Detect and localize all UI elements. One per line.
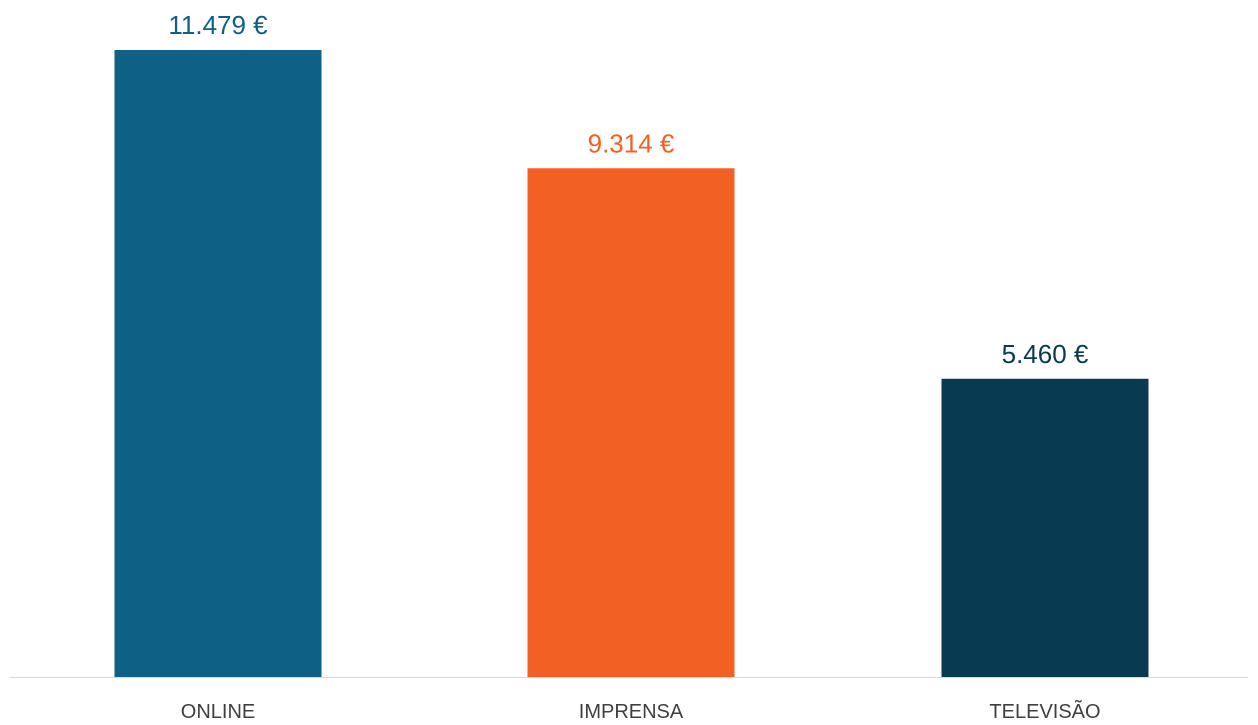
value-label: 5.460 € (1002, 339, 1089, 369)
bars-group (114, 50, 1149, 678)
bar-imprensa (527, 168, 735, 678)
category-labels-group: ONLINE IMPRENSA TELEVISÃO (181, 699, 1101, 723)
value-label: 9.314 € (588, 128, 675, 158)
category-label: TELEVISÃO (989, 699, 1100, 723)
bar-online (114, 50, 322, 677)
category-label: ONLINE (181, 701, 255, 723)
value-label: 11.479 € (168, 10, 268, 40)
value-labels-group: 11.479 € 9.314 € 5.460 € (168, 10, 1089, 369)
category-label: IMPRENSA (579, 701, 684, 723)
bar-televisão (941, 378, 1149, 677)
